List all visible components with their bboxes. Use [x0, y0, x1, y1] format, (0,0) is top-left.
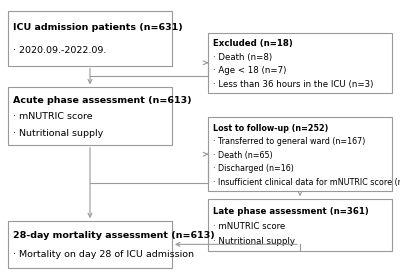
Text: · Nutritional supply: · Nutritional supply — [13, 129, 104, 138]
Text: · mNUTRIC score: · mNUTRIC score — [213, 222, 286, 231]
FancyBboxPatch shape — [208, 117, 392, 191]
Text: · Death (n=65): · Death (n=65) — [213, 151, 273, 160]
FancyBboxPatch shape — [208, 33, 392, 93]
Text: Late phase assessment (n=361): Late phase assessment (n=361) — [213, 207, 369, 216]
Text: Lost to follow-up (n=252): Lost to follow-up (n=252) — [213, 124, 328, 133]
Text: · 2020.09.-2022.09.: · 2020.09.-2022.09. — [13, 46, 106, 55]
Text: 28-day mortality assessment (n=613): 28-day mortality assessment (n=613) — [13, 231, 215, 240]
Text: · mNUTRIC score: · mNUTRIC score — [13, 112, 93, 121]
FancyBboxPatch shape — [208, 199, 392, 251]
Text: · Mortality on day 28 of ICU admission: · Mortality on day 28 of ICU admission — [13, 250, 194, 259]
Text: · Age < 18 (n=7): · Age < 18 (n=7) — [213, 66, 286, 75]
Text: Acute phase assessment (n=613): Acute phase assessment (n=613) — [13, 96, 192, 105]
Text: · Less than 36 hours in the ICU (n=3): · Less than 36 hours in the ICU (n=3) — [213, 79, 374, 88]
Text: Excluded (n=18): Excluded (n=18) — [213, 39, 293, 48]
Text: · Discharged (n=16): · Discharged (n=16) — [213, 164, 294, 173]
Text: ICU admission patients (n=631): ICU admission patients (n=631) — [13, 23, 183, 32]
Text: · Insufficient clinical data for mNUTRIC score (n=4): · Insufficient clinical data for mNUTRIC… — [213, 178, 400, 187]
FancyBboxPatch shape — [8, 221, 172, 268]
Text: · Transferred to general ward (n=167): · Transferred to general ward (n=167) — [213, 137, 366, 146]
FancyBboxPatch shape — [8, 87, 172, 145]
Text: · Death (n=8): · Death (n=8) — [213, 53, 272, 62]
FancyBboxPatch shape — [8, 11, 172, 66]
Text: · Nutritional supply: · Nutritional supply — [213, 237, 295, 246]
